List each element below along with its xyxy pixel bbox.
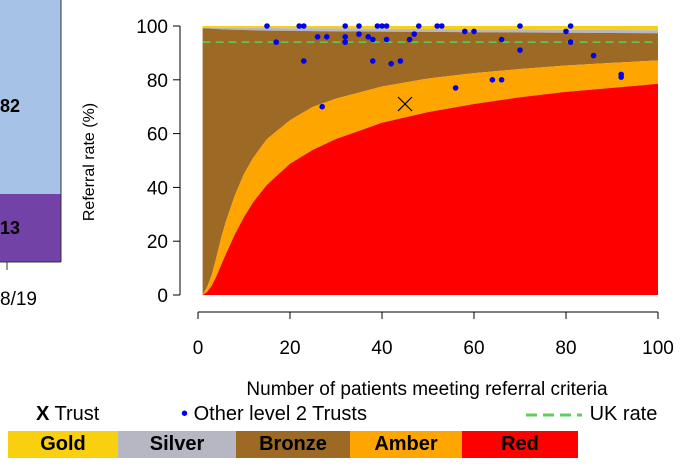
other-trust-point bbox=[370, 58, 376, 64]
band-areas bbox=[202, 26, 658, 296]
gold-area bbox=[202, 26, 658, 31]
other-trust-point bbox=[489, 77, 496, 83]
legend-uk-rate: UK rate bbox=[524, 403, 657, 425]
x-tick-label: 60 bbox=[463, 338, 484, 359]
other-trust-point bbox=[452, 85, 459, 91]
left-panel-upper-value: 82 bbox=[0, 96, 20, 116]
legend-uk-rate-label: UK rate bbox=[589, 403, 658, 425]
other-trust-point bbox=[342, 39, 349, 45]
other-trust-point bbox=[567, 39, 574, 45]
other-trust-point bbox=[383, 36, 390, 43]
other-trust-point bbox=[383, 23, 390, 29]
x-axis-label: Number of patients meeting referral crit… bbox=[246, 379, 608, 400]
other-trust-point bbox=[356, 23, 362, 29]
x-tick-label: 100 bbox=[642, 338, 674, 359]
other-trust-point bbox=[517, 23, 523, 29]
legend: X Trust • Other level 2 Trusts UK rate bbox=[0, 403, 687, 429]
x-tick-label: 0 bbox=[193, 338, 204, 359]
other-trust-points bbox=[264, 23, 624, 110]
y-axis-label: Referral rate (%) bbox=[81, 103, 98, 221]
other-trust-point bbox=[301, 58, 307, 64]
legend-trust-label: Trust bbox=[54, 403, 100, 425]
other-trust-point bbox=[379, 23, 385, 29]
band-legend: Gold Silver Bronze Amber Red bbox=[0, 431, 687, 458]
other-trust-point bbox=[342, 23, 349, 29]
left-panel-lower-segment bbox=[0, 194, 61, 262]
other-trust-point bbox=[388, 60, 395, 67]
left-panel-lower-value: 13 bbox=[0, 218, 20, 238]
y-tick-label: 40 bbox=[147, 178, 168, 199]
other-trust-point bbox=[434, 23, 441, 29]
legend-other-trusts: • Other level 2 Trusts bbox=[181, 403, 367, 425]
other-trust-point bbox=[462, 28, 468, 35]
other-trust-point bbox=[416, 23, 422, 29]
other-trust-point bbox=[471, 28, 477, 35]
bronze-area bbox=[202, 28, 658, 295]
y-tick-label: 100 bbox=[136, 17, 168, 38]
x-tick-label: 40 bbox=[371, 338, 392, 359]
other-trust-point bbox=[374, 23, 381, 29]
other-trust-point bbox=[273, 39, 280, 45]
x-tick-label: 80 bbox=[555, 338, 576, 359]
trust-marker-stroke bbox=[397, 96, 413, 112]
silver-area bbox=[202, 27, 658, 34]
legend-other-trusts-symbol: • bbox=[181, 403, 189, 425]
left-panel: 82 13 8/19 bbox=[0, 0, 62, 310]
other-trust-point bbox=[397, 58, 404, 64]
y-tick-label: 60 bbox=[147, 125, 168, 146]
y-tick-label: 20 bbox=[147, 232, 168, 253]
other-trust-point bbox=[563, 28, 569, 35]
band-silver: Silver bbox=[118, 431, 236, 458]
band-amber: Amber bbox=[350, 431, 462, 458]
other-trust-point bbox=[319, 103, 326, 110]
other-trust-point bbox=[590, 52, 597, 59]
other-trust-point bbox=[406, 36, 413, 43]
y-tick-label: 0 bbox=[157, 286, 168, 307]
other-trust-point bbox=[314, 34, 321, 40]
trust-marker bbox=[397, 96, 413, 112]
band-bronze: Bronze bbox=[236, 431, 350, 458]
legend-trust-symbol: X bbox=[36, 403, 50, 425]
other-trust-point bbox=[498, 77, 505, 83]
other-trust-point bbox=[411, 31, 418, 37]
band-gold: Gold bbox=[8, 431, 118, 458]
other-trust-point bbox=[301, 23, 307, 29]
legend-trust: X Trust bbox=[36, 403, 99, 425]
left-panel-upper-segment bbox=[0, 0, 61, 194]
x-tick-label: 20 bbox=[279, 338, 300, 359]
other-trust-point bbox=[618, 74, 624, 80]
other-trust-point bbox=[498, 36, 505, 43]
other-trust-point bbox=[324, 34, 330, 40]
other-trust-point bbox=[439, 23, 445, 29]
other-trust-point bbox=[342, 34, 349, 40]
amber-area bbox=[202, 60, 658, 296]
y-tick-label: 80 bbox=[147, 71, 168, 92]
other-trust-point bbox=[264, 23, 270, 29]
other-trust-point bbox=[370, 36, 376, 43]
other-trust-point bbox=[365, 34, 372, 40]
other-trust-point bbox=[356, 31, 362, 37]
legend-other-trusts-label: Other level 2 Trusts bbox=[193, 403, 367, 425]
other-trust-point bbox=[296, 23, 303, 29]
other-trust-point bbox=[567, 23, 574, 29]
other-trust-point bbox=[517, 47, 523, 53]
legend-uk-rate-swatch bbox=[526, 413, 582, 417]
band-red: Red bbox=[462, 431, 578, 458]
axes: 0 20 40 60 80 100 0 20 40 60 80 100 bbox=[136, 17, 674, 359]
left-panel-year-label: 8/19 bbox=[0, 289, 37, 310]
red-area bbox=[202, 83, 658, 295]
